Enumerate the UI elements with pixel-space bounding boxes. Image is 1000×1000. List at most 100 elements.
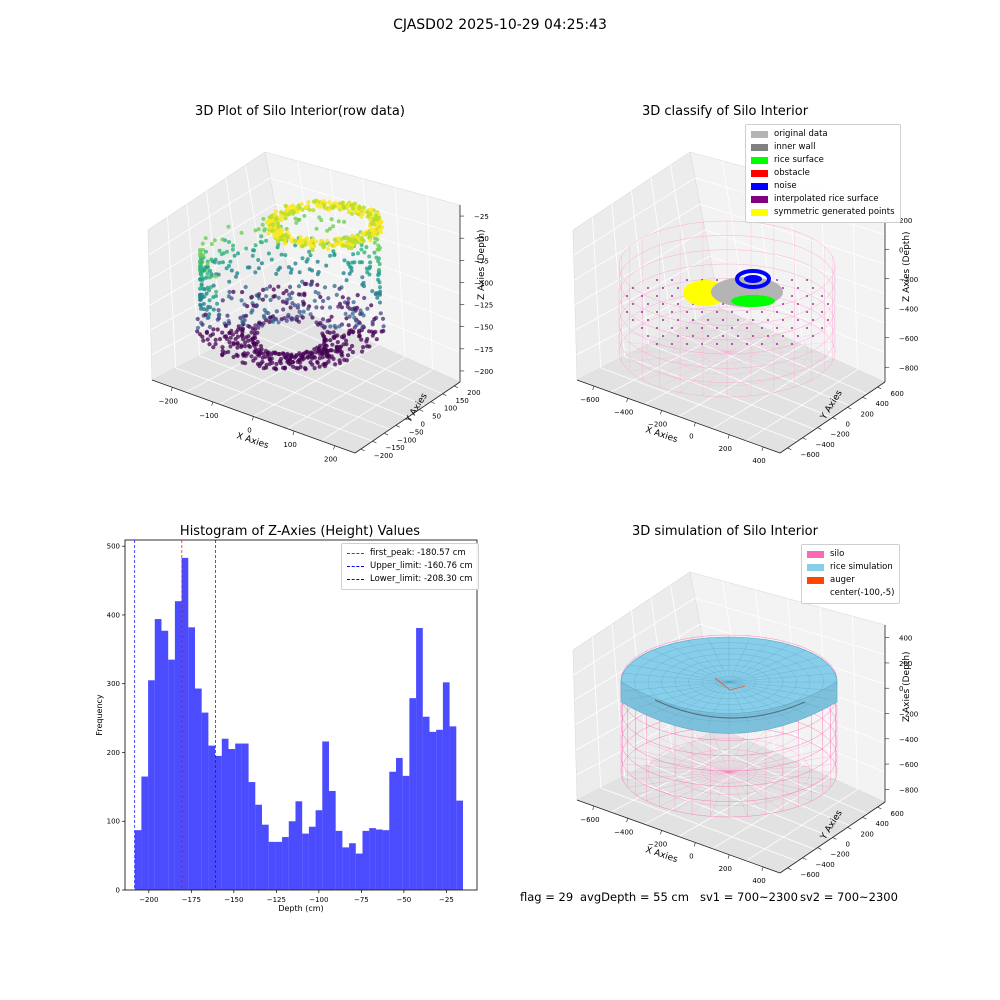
raw-point [341,243,346,248]
raw-point [220,348,225,354]
raw-point [229,328,234,333]
classify-interpolated-point [731,343,733,345]
raw-point [368,238,373,243]
raw-point [300,315,305,320]
raw-point [226,224,231,229]
classify-interpolated-point [776,311,778,313]
raw-point [257,351,262,356]
raw-z-tick-label: −50 [474,235,489,243]
classify-interpolated-point [761,327,763,329]
raw-point [212,238,217,243]
raw-point [279,210,284,215]
raw-y-tick-label: 200 [467,389,480,397]
histogram-bar [154,619,162,890]
status-avg-depth: avgDepth = 55 cm [580,890,689,904]
raw-point [346,209,352,214]
classify-interpolated-point [716,279,718,281]
simulation-z-tick-label: −600 [899,761,918,769]
raw-point [195,325,201,330]
raw-point [220,260,225,265]
raw-point [220,352,225,357]
raw-point [359,247,364,252]
raw-point [235,271,240,276]
raw-point [251,358,256,363]
classify-interpolated-point [671,295,673,297]
raw-point [302,365,308,371]
simulation-x-ticks: −600 −400 −200 0 200 400 [580,805,766,885]
classify-interpolated-point [656,343,658,345]
raw-point [257,320,262,325]
raw-point [321,199,326,204]
raw-point [225,249,229,254]
y-tick-label: 300 [107,680,120,688]
raw-point [264,294,269,299]
raw-point [314,305,319,310]
raw-point [327,242,332,247]
classify-interpolated-point [812,303,814,305]
classify-interpolated-point [791,327,793,329]
simulation-z-tick-label: 200 [899,660,912,668]
classify-interpolated-point [806,279,808,281]
raw-point [284,207,290,212]
histogram-bar [228,749,236,890]
histogram-bar [328,790,336,890]
raw-point [380,225,385,230]
classify-x-tick-mark [727,434,730,439]
simulation-y-tick-mark [802,857,807,860]
raw-point [367,344,372,349]
raw-point [230,332,235,337]
raw-point [308,253,313,258]
raw-y-tick-label: −50 [409,428,424,436]
classify-interpolated-point [806,327,808,329]
raw-point [261,216,266,221]
raw-point [361,205,366,210]
classify-interpolated-point [776,327,778,329]
raw-point [266,251,271,256]
raw-point [254,293,259,298]
simulation-y-tick-mark [847,827,852,830]
raw-point [300,256,305,261]
raw-point [253,349,258,354]
raw-point [312,355,317,360]
raw-point [376,259,381,264]
raw-point [283,232,288,237]
raw-point [360,349,365,354]
raw-y-tick-mark [372,440,377,444]
classify-interpolated-point [821,311,823,313]
histogram-y-axis-label: Frequency [95,694,104,736]
raw-point [372,250,377,255]
raw-point [199,282,204,287]
raw-point [262,307,267,313]
raw-y-tick-mark [454,385,459,389]
classify-interpolated-point [641,295,643,297]
simulation-z-axis-label: Z Axies (Depth) [902,651,912,722]
classify-interpolated-point [767,319,769,321]
raw-point [344,338,349,343]
raw-x-tick-mark [170,387,173,392]
simulation-x-tick-mark [727,854,730,859]
raw-point [350,202,355,208]
classify-z-tick-label: −400 [899,305,918,313]
raw-point [198,259,202,264]
raw-point [337,360,343,366]
histogram-bar [134,830,142,890]
raw-point [349,246,354,251]
raw-point [203,249,208,254]
simulation-y-tick-mark [817,847,822,850]
rice-mesh-radial [668,681,730,720]
classify-interpolated-point [701,327,703,329]
legend-auger: auger [807,574,894,587]
histogram-bar [402,775,410,890]
grid-line [427,196,433,370]
raw-point [292,303,297,308]
raw-point [310,247,315,252]
classify-y-tick-mark [862,396,867,400]
raw-point [313,198,318,204]
raw-point [350,311,355,316]
legend-symmetric-generated-points: symmetric generated points [751,206,895,219]
raw-point [328,226,332,231]
raw-point [304,259,309,264]
raw-point [342,333,347,338]
raw-point [365,270,370,275]
